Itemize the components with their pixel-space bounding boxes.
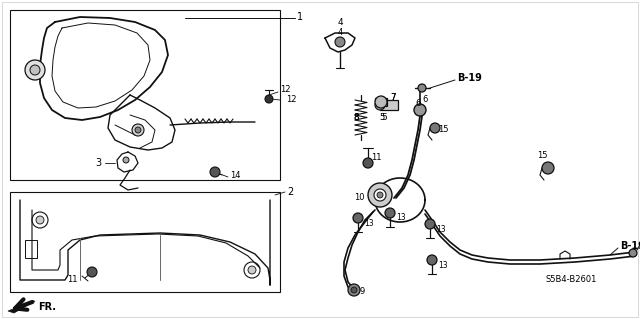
Text: 15: 15 — [438, 125, 449, 135]
Circle shape — [335, 37, 345, 47]
Circle shape — [36, 216, 44, 224]
Text: B-19: B-19 — [457, 73, 482, 83]
Text: 11: 11 — [371, 153, 381, 162]
Text: FR.: FR. — [38, 302, 56, 312]
Text: 4: 4 — [337, 28, 342, 37]
Circle shape — [265, 95, 273, 103]
Text: 10: 10 — [355, 194, 365, 203]
Text: 13: 13 — [438, 261, 447, 270]
Circle shape — [348, 284, 360, 296]
Text: 8: 8 — [353, 113, 358, 122]
Text: 14: 14 — [230, 170, 241, 180]
Circle shape — [542, 162, 554, 174]
Circle shape — [414, 104, 426, 116]
Circle shape — [248, 266, 256, 274]
Circle shape — [425, 219, 435, 229]
Text: 6: 6 — [422, 95, 428, 105]
Text: 4: 4 — [337, 18, 343, 27]
Text: 13: 13 — [396, 213, 406, 222]
Text: S5B4-B2601: S5B4-B2601 — [545, 275, 596, 284]
Circle shape — [135, 127, 141, 133]
Text: 13: 13 — [436, 225, 445, 234]
Text: 12: 12 — [280, 85, 291, 94]
Text: 5: 5 — [380, 113, 385, 122]
Circle shape — [25, 60, 45, 80]
Text: 6: 6 — [415, 99, 420, 108]
Bar — [380, 100, 398, 110]
Circle shape — [30, 65, 40, 75]
Circle shape — [629, 249, 637, 257]
Polygon shape — [8, 301, 35, 313]
Circle shape — [123, 157, 129, 163]
Bar — [25, 240, 37, 258]
Text: B-19: B-19 — [620, 241, 640, 251]
Text: 11: 11 — [67, 276, 78, 285]
Bar — [10, 192, 280, 292]
Circle shape — [377, 192, 383, 198]
Text: 7: 7 — [390, 93, 396, 102]
Text: 3: 3 — [95, 158, 101, 168]
Text: 12: 12 — [286, 95, 296, 105]
Circle shape — [87, 267, 97, 277]
Circle shape — [430, 123, 440, 133]
Text: 7: 7 — [390, 93, 396, 102]
Circle shape — [375, 100, 385, 110]
Circle shape — [363, 158, 373, 168]
Circle shape — [368, 183, 392, 207]
Circle shape — [374, 189, 386, 201]
Text: 13: 13 — [364, 219, 374, 227]
Circle shape — [427, 255, 437, 265]
Text: 15: 15 — [537, 151, 547, 160]
Circle shape — [375, 96, 387, 108]
Text: 2: 2 — [287, 187, 293, 197]
Circle shape — [353, 213, 363, 223]
Text: 5: 5 — [381, 113, 387, 122]
Circle shape — [418, 84, 426, 92]
Bar — [10, 10, 280, 180]
Circle shape — [210, 167, 220, 177]
Circle shape — [385, 208, 395, 218]
Text: 1: 1 — [297, 12, 303, 22]
Text: 9: 9 — [360, 287, 365, 296]
Circle shape — [351, 287, 357, 293]
Circle shape — [132, 124, 144, 136]
Text: 8: 8 — [353, 113, 359, 122]
Bar — [375, 98, 387, 106]
